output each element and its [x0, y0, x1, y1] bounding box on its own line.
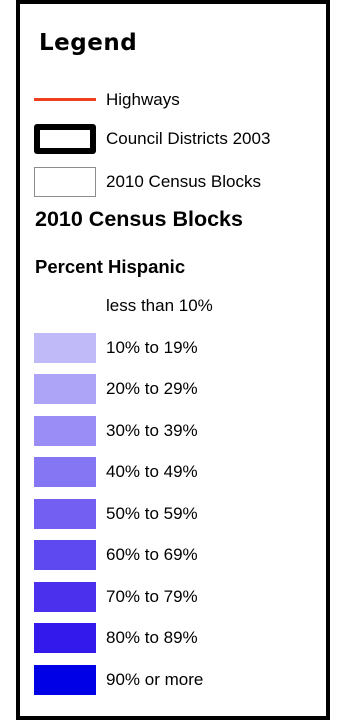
legend-class-item: 70% to 79% [34, 581, 198, 612]
legend-class-label: 60% to 69% [106, 545, 198, 564]
legend-class-label: 90% or more [106, 669, 204, 689]
legend-class-label: 40% to 49% [106, 462, 198, 481]
section-title: 2010 Census Blocks [35, 207, 243, 231]
highway-line-symbol [34, 85, 96, 115]
legend-class-item: 30% to 39% [34, 415, 198, 446]
legend-title: Legend [39, 30, 138, 56]
legend-item-label: Council Districts 2003 [106, 129, 271, 148]
legend-class-label: 30% to 39% [106, 420, 198, 440]
legend-panel: Legend Highways Council Districts 2003 2… [16, 0, 330, 720]
legend-class-item: 20% to 29% [34, 374, 198, 404]
legend-class-item: 60% to 69% [34, 540, 198, 570]
color-swatch-icon [34, 664, 96, 695]
legend-class-item: 80% to 89% [34, 623, 198, 653]
legend-class-label: less than 10% [106, 296, 213, 315]
color-swatch-icon [34, 623, 96, 653]
color-swatch-icon [34, 540, 96, 570]
color-swatch-icon [34, 374, 96, 404]
legend-item-census-blocks: 2010 Census Blocks [34, 167, 261, 197]
legend-item-council-districts: Council Districts 2003 [34, 124, 270, 154]
census-block-outline-icon [34, 167, 96, 197]
legend-class-label: 80% to 89% [106, 628, 198, 647]
legend-item-label: Highways [106, 90, 180, 109]
color-swatch-icon [34, 415, 96, 446]
legend-class-item: 10% to 19% [34, 332, 198, 363]
district-outline-icon [34, 124, 96, 154]
legend-class-item: 90% or more [34, 664, 204, 695]
color-swatch-icon [34, 291, 96, 321]
legend-class-item: 50% to 59% [34, 498, 198, 529]
legend-item-label: 2010 Census Blocks [106, 172, 261, 191]
subsection-title: Percent Hispanic [35, 256, 186, 277]
legend-class-label: 10% to 19% [106, 337, 198, 357]
highway-line-icon [34, 98, 96, 101]
legend-item-highways: Highways [34, 85, 180, 115]
color-swatch-icon [34, 498, 96, 529]
color-swatch-icon [34, 332, 96, 363]
color-swatch-icon [34, 581, 96, 612]
legend-class-item: less than 10% [34, 291, 213, 321]
legend-class-item: 40% to 49% [34, 457, 198, 487]
legend-class-label: 20% to 29% [106, 379, 198, 398]
legend-class-label: 70% to 79% [106, 586, 198, 606]
legend-class-label: 50% to 59% [106, 503, 198, 523]
color-swatch-icon [34, 457, 96, 487]
